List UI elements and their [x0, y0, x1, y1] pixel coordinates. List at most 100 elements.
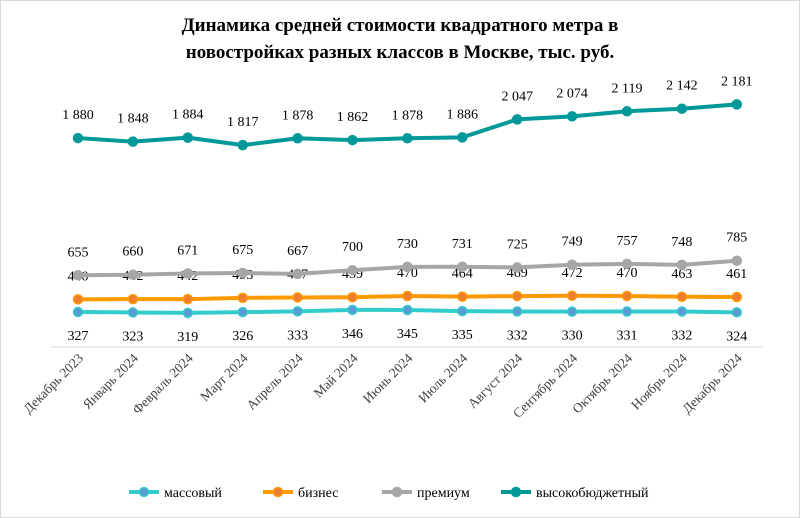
- data-label: 323: [122, 329, 143, 344]
- data-label: 331: [617, 329, 638, 344]
- data-label: 1 878: [282, 108, 314, 123]
- data-label: 1 884: [172, 108, 204, 123]
- data-label: 757: [617, 234, 638, 249]
- data-label: 1 878: [392, 108, 424, 123]
- x-tick-label: Апрель 2024: [244, 350, 306, 412]
- data-point: [182, 293, 194, 305]
- data-point: [511, 290, 523, 302]
- data-label: 463: [671, 267, 692, 282]
- x-tick-label: Июнь 2024: [360, 350, 416, 406]
- data-point: [127, 293, 139, 305]
- data-point: [511, 262, 523, 273]
- data-point: [237, 267, 248, 279]
- data-point: [621, 106, 633, 117]
- x-tick-label: Март 2024: [197, 350, 251, 404]
- data-point: [72, 306, 84, 318]
- data-point: [127, 307, 139, 318]
- data-point: [402, 304, 413, 316]
- data-label: 1 886: [447, 107, 479, 122]
- data-label: 785: [726, 231, 747, 246]
- data-point: [182, 307, 194, 319]
- data-label: 470: [397, 266, 418, 281]
- data-point: [292, 306, 303, 317]
- data-label: 470: [617, 266, 638, 281]
- data-label: 731: [452, 237, 473, 252]
- data-point: [347, 304, 358, 316]
- data-point: [731, 255, 743, 266]
- data-label: 749: [562, 235, 583, 250]
- data-point: [72, 270, 84, 281]
- data-point: [731, 291, 743, 303]
- x-tick-label: Август 2024: [465, 350, 526, 411]
- data-label: 675: [232, 243, 253, 258]
- legend-marker: [272, 486, 284, 498]
- data-point: [347, 264, 358, 276]
- data-label: 345: [397, 327, 418, 342]
- data-point: [402, 261, 413, 273]
- legend-marker: [510, 486, 522, 498]
- data-label: 464: [452, 267, 473, 282]
- data-label: 327: [68, 329, 89, 344]
- data-label: 2 047: [501, 89, 533, 104]
- data-point: [621, 290, 633, 302]
- data-point: [676, 259, 688, 271]
- data-label: 2 142: [666, 79, 698, 94]
- data-point: [182, 132, 194, 143]
- data-label: 748: [671, 235, 692, 250]
- data-label: 330: [562, 329, 583, 344]
- data-point: [731, 99, 743, 110]
- legend-marker: [391, 486, 403, 498]
- data-label: 655: [68, 245, 89, 260]
- data-point: [72, 294, 84, 305]
- data-label: 1 862: [337, 110, 369, 125]
- data-point: [237, 139, 248, 151]
- data-label: 319: [177, 330, 198, 345]
- x-tick-label: Май 2024: [311, 350, 361, 400]
- data-point: [457, 132, 468, 143]
- data-point: [127, 269, 139, 280]
- data-label: 333: [287, 328, 308, 343]
- data-point: [676, 306, 688, 317]
- data-point: [511, 114, 523, 125]
- legend-label: бизнес: [298, 486, 338, 501]
- data-point: [402, 290, 413, 302]
- data-point: [457, 291, 468, 302]
- data-label: 332: [507, 328, 528, 343]
- data-point: [621, 258, 633, 270]
- data-point: [566, 290, 578, 302]
- data-point: [457, 305, 468, 317]
- data-label: 461: [726, 267, 747, 282]
- data-point: [347, 134, 358, 146]
- data-label: 660: [122, 245, 143, 260]
- data-label: 725: [507, 237, 528, 252]
- data-point: [237, 306, 248, 318]
- legend-label: высокобюджетный: [536, 486, 649, 501]
- legend-label: премиум: [417, 486, 470, 501]
- data-point: [731, 307, 743, 318]
- data-label: 472: [562, 266, 583, 281]
- data-point: [676, 103, 688, 114]
- data-point: [511, 306, 523, 317]
- data-point: [72, 132, 84, 144]
- data-point: [347, 291, 358, 303]
- data-label: 2 119: [612, 81, 643, 96]
- data-label: 1 817: [227, 115, 259, 130]
- data-label: 667: [287, 244, 308, 259]
- legend-marker: [138, 486, 150, 498]
- data-point: [292, 133, 303, 144]
- data-label: 2 181: [721, 74, 753, 89]
- data-label: 700: [342, 240, 363, 255]
- data-label: 326: [232, 329, 253, 344]
- data-label: 346: [342, 327, 363, 342]
- data-label: 1 880: [62, 108, 94, 123]
- data-point: [676, 291, 688, 303]
- data-label: 332: [671, 328, 692, 343]
- legend-label: массовый: [164, 486, 222, 501]
- data-label: 324: [726, 329, 747, 344]
- data-point: [182, 268, 194, 279]
- x-tick-label: Июль 2024: [415, 350, 470, 405]
- data-label: 671: [177, 243, 198, 258]
- data-label: 469: [507, 266, 528, 281]
